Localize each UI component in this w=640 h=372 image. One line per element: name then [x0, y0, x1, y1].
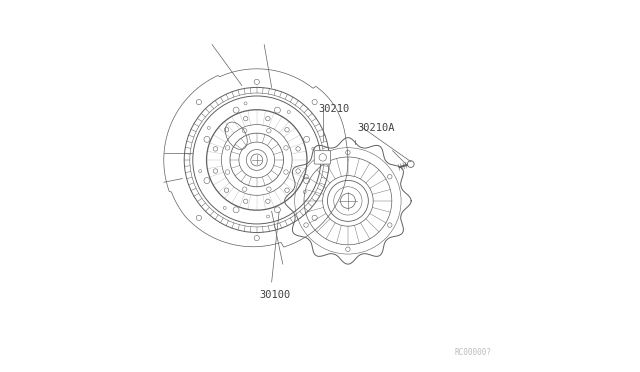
Text: 30210A: 30210A [357, 123, 395, 133]
Text: 30210: 30210 [318, 104, 349, 114]
Text: 30100: 30100 [260, 290, 291, 300]
Circle shape [408, 161, 414, 167]
Text: RC00000?: RC00000? [454, 348, 491, 357]
FancyBboxPatch shape [314, 151, 331, 164]
